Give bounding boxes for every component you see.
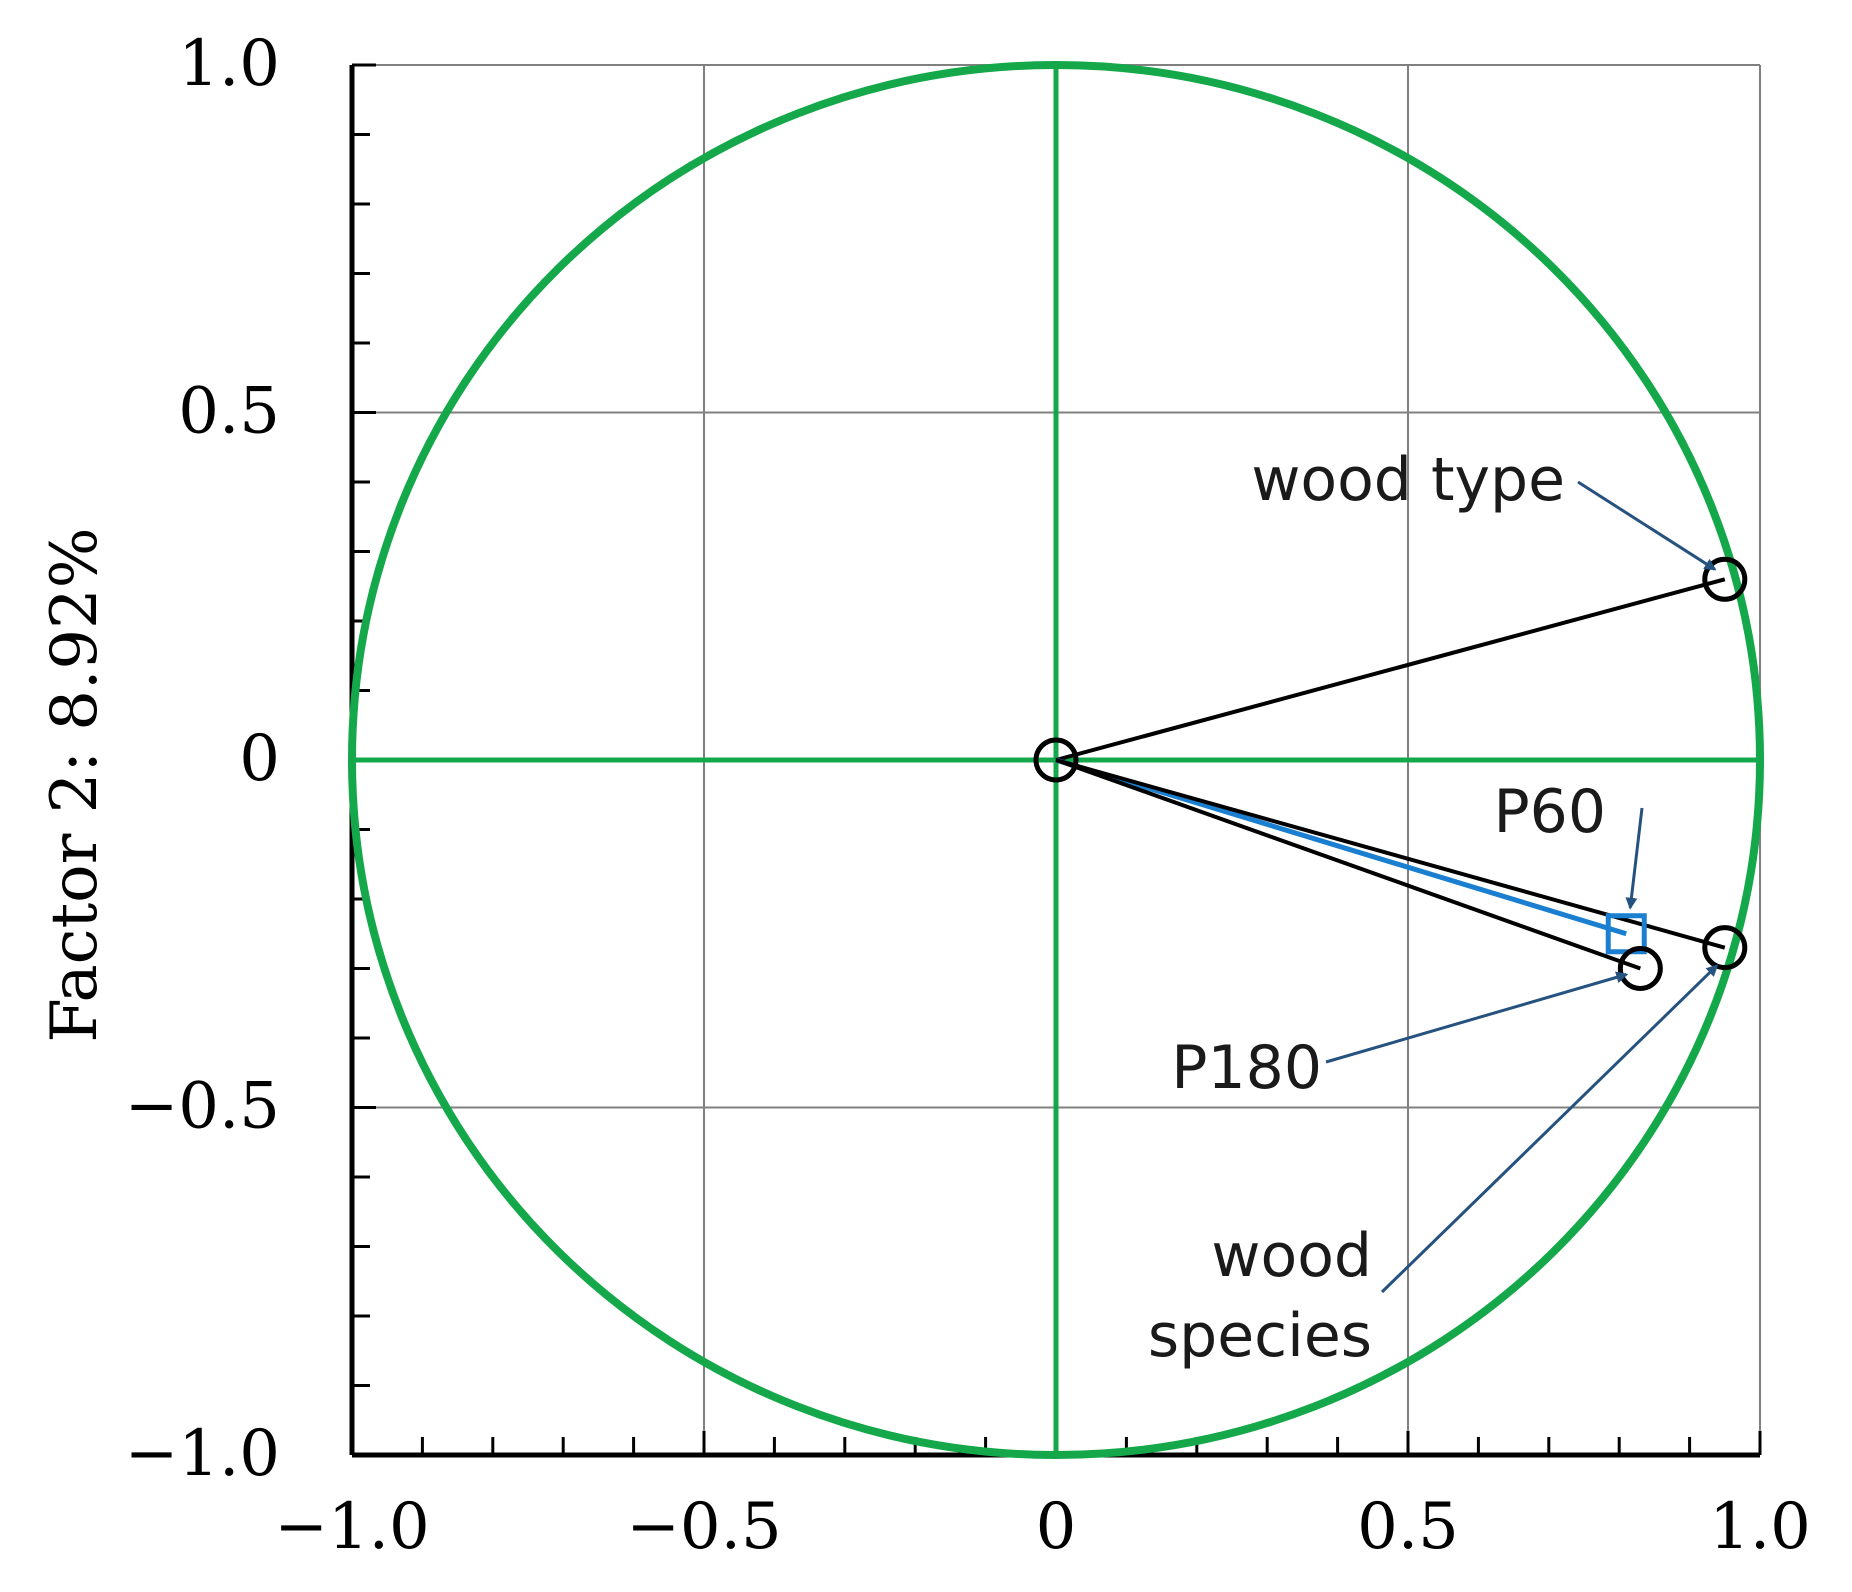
x-tick-label: 0.5 — [1357, 1490, 1459, 1564]
point-marker-wood-species — [1702, 925, 1748, 971]
y-tick-label: 0 — [239, 722, 280, 796]
vector-p60 — [1055, 757, 1627, 937]
arrow-wood-type — [1577, 480, 1717, 571]
y-tick-label: −0.5 — [125, 1070, 280, 1144]
x-tick-label: 0 — [1036, 1490, 1077, 1564]
tick-labels: −1.0 −0.5 0 0.5 1.0 1.0 0.5 0 −0.5 −1.0 — [125, 27, 1811, 1564]
y-tick-label: 0.5 — [178, 375, 280, 449]
vector-wood-type — [1055, 577, 1726, 762]
arrow-p60 — [1625, 807, 1644, 910]
loading-vectors — [1055, 577, 1726, 971]
label-p60: P60 — [1493, 777, 1606, 847]
y-tick-label: 1.0 — [178, 27, 280, 101]
vector-p180 — [1055, 758, 1641, 971]
point-marker-wood-type — [1702, 556, 1748, 602]
y-axis-title: Factor 2: 8.92% — [38, 527, 112, 1042]
arrow-p180 — [1325, 971, 1629, 1064]
x-tick-label: 1.0 — [1709, 1490, 1811, 1564]
label-line: P60 — [1493, 777, 1606, 847]
annotations: wood type P60 P180 wood species — [1148, 445, 1719, 1371]
label-wood-type: wood type — [1251, 445, 1565, 515]
label-line: wood type — [1251, 445, 1565, 515]
label-wood-species: wood species — [1148, 1221, 1372, 1371]
label-p180: P180 — [1171, 1033, 1322, 1103]
label-line: P180 — [1171, 1033, 1322, 1103]
variable-markers — [1033, 556, 1748, 991]
y-tick-label: −1.0 — [125, 1417, 280, 1491]
arrow-wood-species — [1380, 964, 1719, 1294]
vector-wood-species — [1055, 758, 1726, 950]
point-marker-p180 — [1617, 946, 1663, 991]
label-line: wood — [1211, 1221, 1372, 1291]
x-tick-label: −0.5 — [626, 1490, 781, 1564]
label-line: species — [1148, 1301, 1372, 1371]
x-tick-label: −1.0 — [274, 1490, 429, 1564]
origin-marker — [1033, 737, 1079, 783]
